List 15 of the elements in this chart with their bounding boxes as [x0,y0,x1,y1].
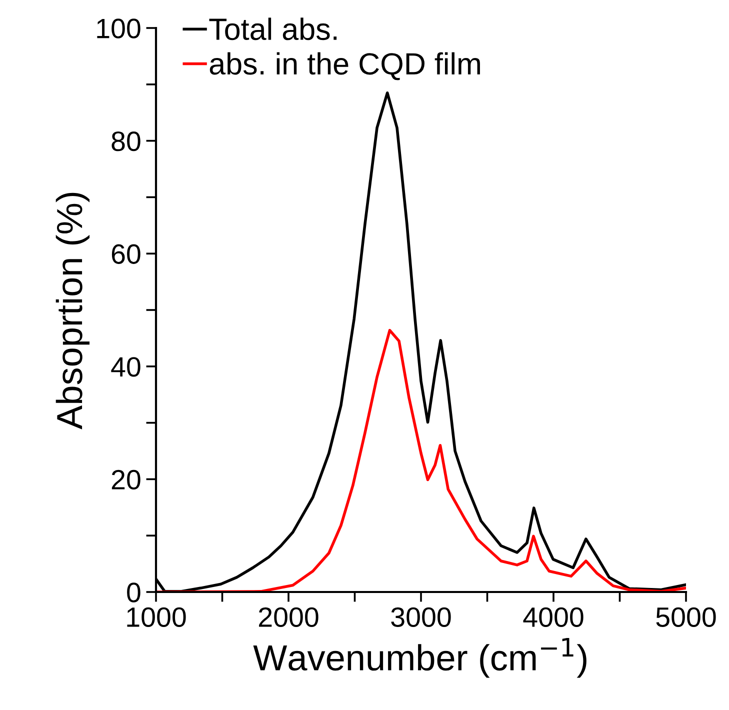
y-tick-label: 20 [112,470,140,490]
legend-label: Total abs. [209,18,337,40]
y-tick-label: 40 [111,357,140,377]
x-tick-label: 4000 [523,607,584,627]
y-tick-label: 0 [127,582,140,602]
x-tick-label: 1000 [127,607,186,627]
x-tick-label: 2000 [259,607,318,627]
x-axis-title: Wavenumber (cm$^{−1}$) [253,638,586,678]
y-tick-label: 80 [112,131,140,152]
x-tick-label: 3000 [391,607,451,627]
legend-label: abs. in the CQD film [210,52,480,80]
y-tick-label: 100 [97,18,140,38]
x-tick-label: 5000 [656,607,716,627]
y-tick-label: 60 [112,244,140,264]
y-axis-title: Absoprtion (%) [56,192,90,430]
